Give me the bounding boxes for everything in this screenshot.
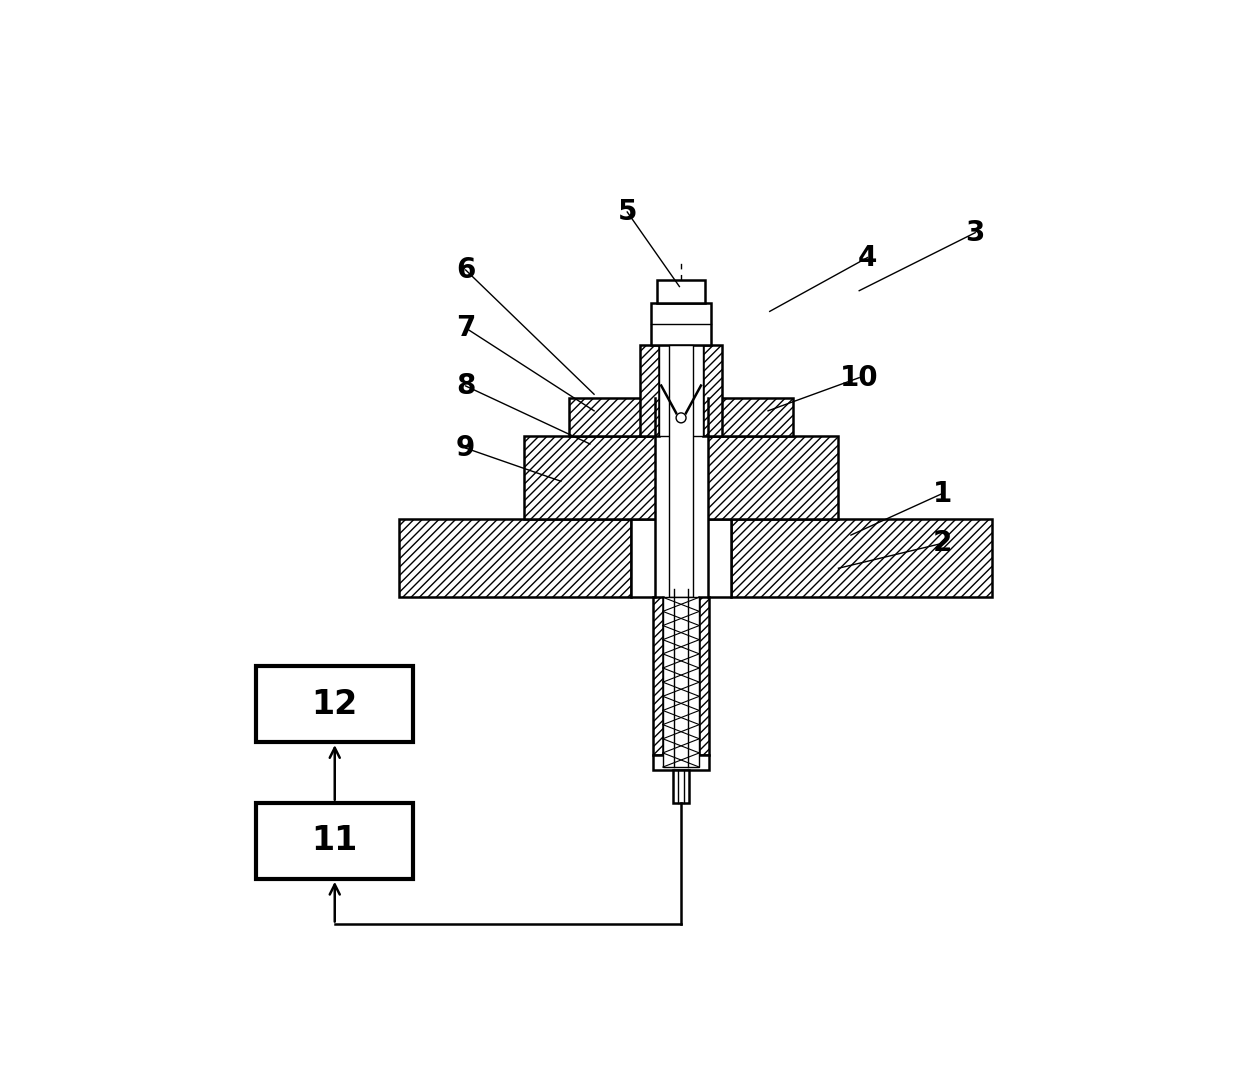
Polygon shape xyxy=(640,344,658,436)
Bar xyxy=(631,519,730,597)
Bar xyxy=(255,803,413,879)
Polygon shape xyxy=(699,597,709,754)
Bar xyxy=(651,303,711,344)
Circle shape xyxy=(676,413,686,423)
Text: 9: 9 xyxy=(456,434,475,462)
Bar xyxy=(658,344,703,436)
Polygon shape xyxy=(569,398,792,436)
Text: 2: 2 xyxy=(932,529,952,557)
Polygon shape xyxy=(653,597,663,754)
Bar xyxy=(655,398,708,597)
Bar xyxy=(653,754,709,769)
Text: 4: 4 xyxy=(858,243,877,271)
Text: 7: 7 xyxy=(456,314,475,342)
Text: 6: 6 xyxy=(456,256,475,284)
Bar xyxy=(670,344,693,597)
Bar xyxy=(673,769,689,803)
Bar xyxy=(255,666,413,742)
Text: 12: 12 xyxy=(311,688,358,721)
Text: 11: 11 xyxy=(311,824,358,858)
Bar xyxy=(657,280,706,303)
Polygon shape xyxy=(703,344,723,436)
Text: 10: 10 xyxy=(839,364,878,392)
Polygon shape xyxy=(730,519,992,597)
Polygon shape xyxy=(523,436,838,519)
Polygon shape xyxy=(399,519,631,597)
Bar xyxy=(663,597,699,767)
Text: 3: 3 xyxy=(966,218,985,246)
Text: 8: 8 xyxy=(456,372,475,400)
Text: 1: 1 xyxy=(932,480,951,508)
Text: 5: 5 xyxy=(618,198,637,226)
